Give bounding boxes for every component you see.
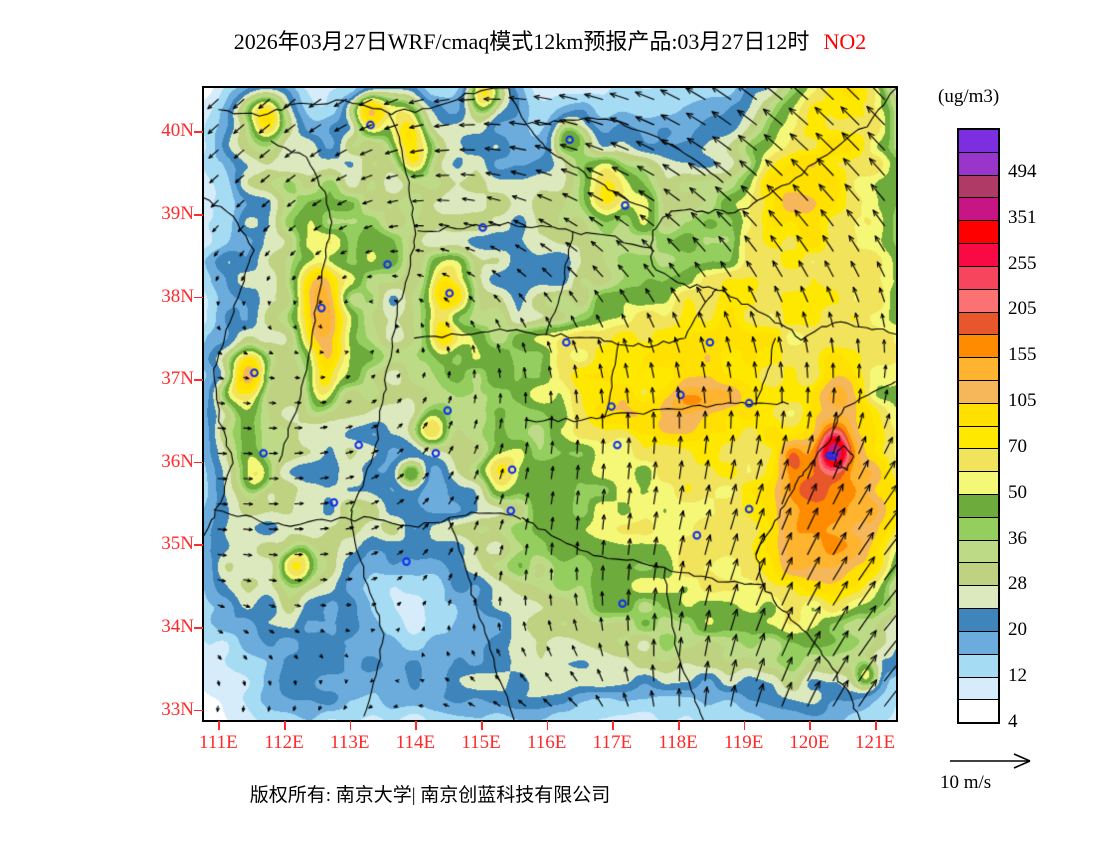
lon-tick-112E: 112E [264,732,304,753]
colorbar-band-8[interactable] [959,312,998,336]
wind-scale-label: 10 m/s [940,772,992,793]
colorbar-label-28: 28 [1008,573,1027,595]
colorbar[interactable] [957,128,1000,724]
lat-tick-mark [194,214,203,216]
lon-tick-mark [612,721,614,730]
colorbar-band-23[interactable] [959,654,998,678]
lon-tick-119E: 119E [723,732,764,753]
colorbar-label-105: 105 [1008,390,1037,412]
lat-tick-33N: 33N [161,698,194,720]
lon-tick-116E: 116E [527,732,567,753]
colorbar-label-494: 494 [1008,160,1037,182]
colorbar-label-50: 50 [1008,481,1027,503]
title-species-label: NO2 [823,29,867,54]
colorbar-band-5[interactable] [959,244,998,267]
colorbar-band-20[interactable] [959,586,998,610]
lon-tick-118E: 118E [658,732,698,753]
colorbar-band-14[interactable] [959,449,998,473]
lat-tick-mark [194,461,203,464]
colorbar-band-19[interactable] [959,563,998,587]
colorbar-label-205: 205 [1008,298,1037,320]
colorbar-band-24[interactable] [959,677,998,701]
lon-tick-115E: 115E [461,732,501,753]
colorbar-label-20: 20 [1008,619,1027,641]
lon-tick-117E: 117E [592,732,633,753]
lat-tick-39N: 39N [161,203,194,225]
lat-tick-mark [194,296,203,299]
lat-tick-mark [194,131,203,134]
lon-tick-mark [349,721,352,730]
colorbar-band-13[interactable] [959,426,998,450]
lat-tick-40N: 40N [161,120,194,142]
wind-arrow-icon [948,752,1040,770]
colorbar-band-18[interactable] [959,540,998,564]
lat-tick-35N: 35N [161,533,194,555]
lon-tick-mark [415,721,417,730]
colorbar-band-9[interactable] [959,335,998,359]
colorbar-band-22[interactable] [959,631,998,655]
lon-tick-mark [481,721,483,730]
title-text: 2026年03月27日WRF/cmaq模式12km预报产品:03月27日12时 [233,29,810,54]
lon-tick-mark [875,721,877,730]
colorbar-label-4: 4 [1008,711,1018,732]
lat-tick-mark [194,627,203,629]
colorbar-band-15[interactable] [959,472,998,495]
colorbar-band-0[interactable] [959,130,998,153]
lon-tick-mark [743,721,746,730]
colorbar-label-351: 351 [1008,206,1037,228]
colorbar-band-16[interactable] [959,495,998,518]
map-plot-area[interactable] [202,86,898,722]
lat-tick-36N: 36N [161,450,194,472]
lon-tick-114E: 114E [395,732,436,753]
lat-tick-mark [194,379,203,381]
colorbar-label-155: 155 [1008,344,1037,366]
colorbar-band-25[interactable] [959,700,998,723]
wind-scale-legend: 10 m/s [940,752,1080,794]
lon-tick-121E: 121E [854,732,896,753]
colorbar-label-255: 255 [1008,252,1037,274]
lon-tick-111E: 111E [199,732,238,753]
colorbar-band-6[interactable] [959,266,998,290]
lat-tick-37N: 37N [161,368,194,390]
colorbar-band-21[interactable] [959,609,998,632]
colorbar-label-36: 36 [1008,527,1027,549]
lon-tick-113E: 113E [330,732,370,753]
copyright-footer: 版权所有: 南京大学| 南京创蓝科技有限公司 [249,785,611,806]
lat-tick-38N: 38N [161,285,194,307]
lon-tick-120E: 120E [789,732,830,753]
page-title: 2026年03月27日WRF/cmaq模式12km预报产品:03月27日12时 N… [0,24,1100,56]
lon-tick-mark [218,721,220,730]
lat-tick-34N: 34N [161,616,194,637]
colorbar-band-11[interactable] [959,380,998,404]
colorbar-band-3[interactable] [959,198,998,222]
lat-tick-mark [194,709,203,712]
lon-tick-mark [546,721,549,730]
colorbar-band-4[interactable] [959,221,998,245]
colorbar-band-2[interactable] [959,175,998,199]
colorbar-band-12[interactable] [959,403,998,427]
colorbar-units-label: (ug/m3) [938,86,1000,107]
lon-tick-mark [678,721,680,730]
colorbar-band-7[interactable] [959,289,998,313]
lon-tick-mark [284,721,286,730]
colorbar-label-70: 70 [1008,435,1027,457]
colorbar-band-1[interactable] [959,152,998,176]
lon-tick-mark [809,721,811,730]
colorbar-band-10[interactable] [959,358,998,381]
map-raster-canvas [204,88,896,720]
colorbar-band-17[interactable] [959,517,998,541]
colorbar-label-12: 12 [1008,665,1027,687]
lat-tick-mark [194,544,203,546]
